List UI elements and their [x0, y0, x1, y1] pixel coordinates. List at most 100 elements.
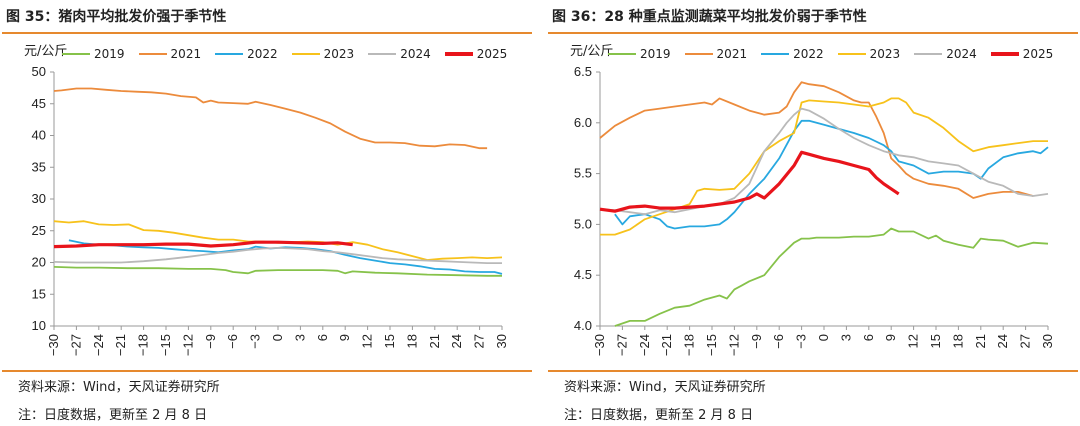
legend-swatch — [761, 53, 790, 55]
chart-svg: 4.04.55.05.56.06.5−30 −27 −24 −21 −18 −15 −12−… — [574, 64, 1055, 356]
x-tick-label: −18 — [682, 334, 697, 356]
chart-title: 图 36：28 种重点监测蔬菜平均批发价弱于季节性 — [552, 9, 867, 25]
legend-label: 2021 — [716, 47, 748, 61]
legend-item-2022: 2022 — [215, 47, 278, 61]
x-tick-label: −30 — [46, 334, 61, 356]
x-tick-label: −3 — [248, 334, 263, 349]
x-tick-label: 9 — [337, 334, 352, 341]
x-tick-label: 30 — [494, 334, 509, 348]
y-tick-label: 6.5 — [574, 64, 592, 79]
x-tick-label: 15 — [382, 334, 397, 348]
y-tick-label: 10 — [32, 318, 46, 333]
legend-swatch — [62, 53, 90, 55]
legend-swatch — [608, 53, 636, 55]
x-tick-label: 21 — [427, 334, 442, 348]
x-tick-label: −12 — [726, 334, 741, 356]
series-line-2021 — [53, 87, 488, 150]
x-tick-label: 12 — [906, 334, 921, 348]
legend-label: 2022 — [247, 47, 278, 61]
legend-item-2019: 2019 — [62, 47, 125, 61]
y-tick-label: 45 — [32, 96, 46, 111]
y-tick-label: 35 — [32, 159, 46, 174]
legend-swatch — [444, 52, 473, 56]
footer-divider — [2, 370, 532, 372]
series-line-2019 — [53, 266, 502, 277]
x-tick-label: 6 — [861, 334, 876, 341]
series-line-2024 — [53, 246, 502, 265]
note-text: 注：日度数据，更新至 2 月 8 日 — [18, 408, 208, 423]
source-text: 资料来源：Wind，天风证券研究所 — [18, 380, 220, 395]
legend-swatch — [138, 53, 167, 55]
legend-label: 2019 — [640, 47, 671, 61]
series-line-2023 — [600, 97, 1048, 236]
x-tick-label: 24 — [995, 334, 1010, 348]
series-line-2025 — [599, 150, 900, 213]
note-text: 注：日度数据，更新至 2 月 8 日 — [564, 408, 754, 423]
legend-label: 2023 — [869, 47, 901, 61]
x-tick-label: 30 — [1040, 334, 1055, 348]
source-text: 资料来源：Wind，天风证券研究所 — [564, 380, 766, 395]
title-divider — [2, 32, 532, 34]
y-tick-label: 20 — [32, 255, 46, 270]
x-tick-label: −21 — [659, 334, 674, 356]
x-tick-label: 9 — [883, 334, 898, 341]
chart-panel-vegetables: 图 36：28 种重点监测蔬菜平均批发价弱于季节性 元/公斤 2019 2021 2… — [548, 0, 1078, 426]
legend-item-2024: 2024 — [368, 47, 431, 61]
chart-title: 图 35：猪肉平均批发价强于季节性 — [6, 9, 227, 25]
chart-panel-pork: 图 35：猪肉平均批发价强于季节性 元/公斤 2019 2021 2022 2023 2… — [2, 0, 532, 426]
x-tick-label: −12 — [180, 334, 195, 356]
title-divider — [548, 32, 1078, 34]
y-tick-label: 4.0 — [574, 318, 592, 333]
legend-label: 2025 — [476, 47, 508, 61]
y-axis-unit: 元/公斤 — [570, 44, 614, 59]
x-tick-label: −27 — [614, 334, 629, 356]
x-tick-label: −6 — [225, 334, 240, 349]
legend-label: 2022 — [793, 47, 824, 61]
legend-swatch — [368, 53, 397, 55]
series-line-2025 — [53, 240, 353, 249]
y-tick-label: 4.5 — [574, 267, 592, 282]
x-tick-label: 18 — [404, 334, 419, 348]
legend-item-2021: 2021 — [138, 47, 202, 61]
x-tick-label: 18 — [950, 334, 965, 348]
series-line-2019 — [614, 227, 1049, 327]
y-tick-label: 25 — [32, 223, 46, 238]
series-line-2022 — [614, 119, 1049, 230]
x-tick-label: 3 — [292, 334, 307, 341]
x-tick-label: −6 — [771, 334, 786, 349]
series-line-2021 — [599, 81, 1034, 199]
y-tick-label: 6.0 — [574, 115, 592, 130]
legend-swatch — [990, 52, 1019, 56]
legend-label: 2024 — [946, 47, 977, 61]
legend: 2019 2021 2022 2023 2024 2025 — [62, 47, 521, 61]
x-tick-label: −24 — [91, 334, 106, 356]
legend-label: 2023 — [323, 47, 355, 61]
legend-label: 2024 — [400, 47, 431, 61]
x-tick-label: 6 — [315, 334, 330, 341]
legend-label: 2025 — [1022, 47, 1054, 61]
legend-item-2022: 2022 — [761, 47, 824, 61]
legend-swatch — [684, 53, 713, 55]
x-tick-label: 27 — [1018, 334, 1033, 348]
y-tick-label: 40 — [32, 128, 46, 143]
x-tick-label: −15 — [158, 334, 173, 356]
x-tick-label: −24 — [637, 334, 652, 356]
y-tick-label: 50 — [32, 64, 46, 79]
x-tick-label: 27 — [472, 334, 487, 348]
y-axis-unit: 元/公斤 — [24, 44, 68, 59]
legend-label: 2019 — [94, 47, 125, 61]
series-line-2022 — [68, 239, 503, 275]
x-tick-label: −27 — [68, 334, 83, 356]
x-tick-label: 24 — [449, 334, 464, 348]
legend-swatch — [291, 53, 320, 55]
y-tick-label: 5.5 — [574, 166, 592, 181]
y-tick-label: 15 — [32, 286, 46, 301]
x-tick-label: −15 — [704, 334, 719, 356]
legend-item-2024: 2024 — [914, 47, 977, 61]
x-tick-label: 15 — [928, 334, 943, 348]
legend-label: 2021 — [170, 47, 202, 61]
x-tick-label: −3 — [794, 334, 809, 349]
legend: 2019 2021 2022 2023 2024 2025 — [608, 47, 1067, 61]
legend-item-2025: 2025 — [990, 47, 1054, 61]
